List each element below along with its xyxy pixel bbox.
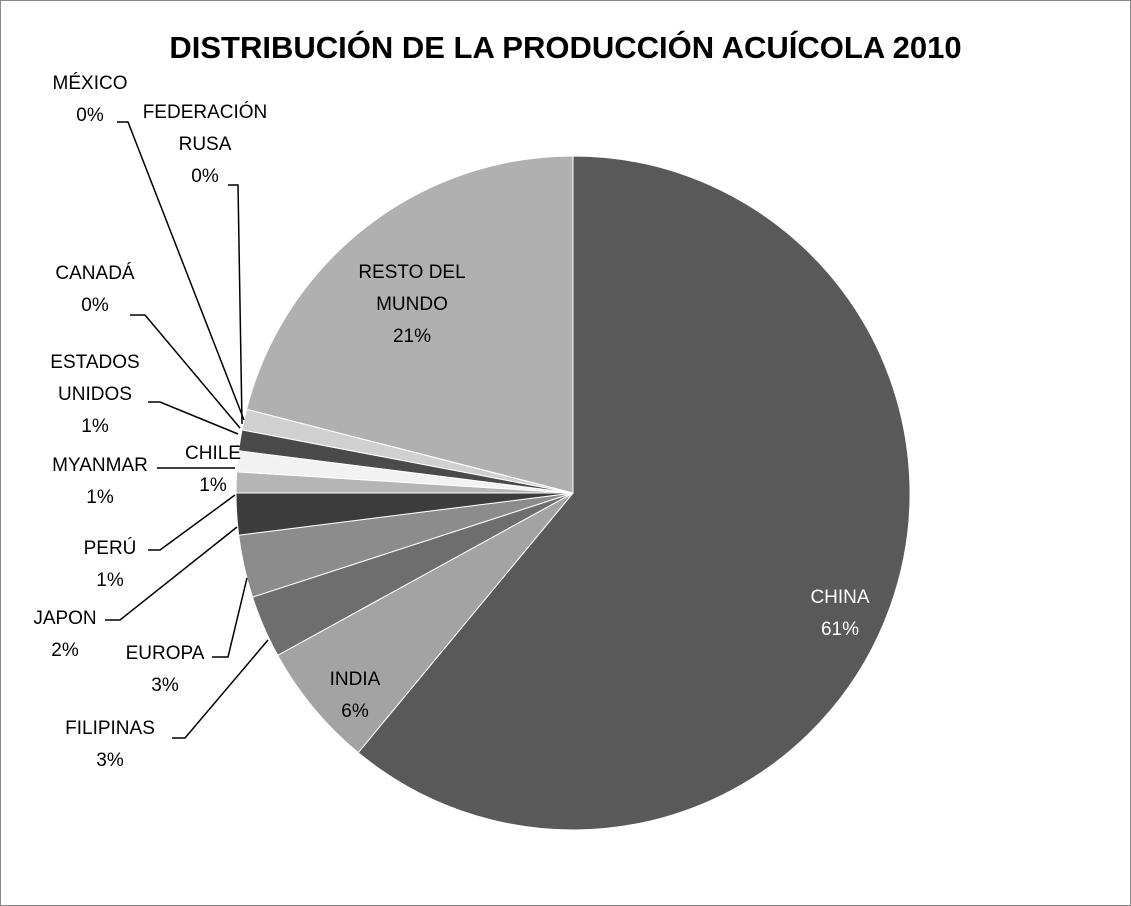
pie-slice (245, 155, 574, 494)
pie-slice (357, 155, 911, 831)
category-label: PERÚ (83, 538, 137, 559)
value-label: 1% (96, 570, 124, 591)
value-label: 1% (86, 487, 114, 508)
category-label: CHINA (810, 587, 870, 608)
slice-label: CHILE 1% (173, 438, 253, 502)
category-label: FILIPINAS (65, 718, 155, 739)
chart-title: DISTRIBUCIÓN DE LA PRODUCCIÓN ACUÍCOLA 2… (169, 30, 962, 65)
category-label: ESTADOS UNIDOS (50, 352, 140, 405)
leader-line (172, 639, 269, 739)
slice-label: EUROPA 3% (105, 638, 225, 702)
pie-slice (277, 492, 574, 754)
leader-line (130, 314, 241, 429)
leader-line (117, 121, 245, 421)
category-label: CHILE (185, 443, 241, 464)
value-label: 0% (81, 295, 109, 316)
category-label: MÉXICO (52, 73, 128, 94)
leader-line (228, 184, 243, 425)
value-label: 6% (341, 701, 369, 722)
category-label: EUROPA (125, 643, 205, 664)
value-label: 0% (191, 166, 219, 187)
slice-label: PERÚ 1% (60, 533, 160, 597)
value-label: 2% (51, 640, 79, 661)
slice-label: CANADÁ 0% (45, 258, 145, 322)
value-label: 3% (151, 675, 179, 696)
value-label: 21% (392, 326, 432, 347)
leader-line (148, 494, 236, 551)
category-label: FEDERACIÓN RUSA (142, 102, 268, 155)
value-label: 1% (199, 475, 227, 496)
category-label: RESTO DEL MUNDO (358, 262, 466, 315)
leader-line (105, 526, 238, 621)
slice-label: ESTADOS UNIDOS 1% (45, 347, 145, 443)
value-label: 61% (820, 619, 860, 640)
category-label: MYANMAR (52, 455, 148, 476)
slice-label: INDIA 6% (305, 664, 405, 728)
slice-label: JAPON 2% (15, 603, 115, 667)
category-label: CANADÁ (55, 263, 135, 284)
slice-label: FILIPINAS 3% (40, 713, 180, 777)
slice-label: RESTO DEL MUNDO 21% (352, 257, 472, 353)
slice-label: FEDERACIÓN RUSA 0% (135, 97, 275, 193)
value-label: 3% (96, 750, 124, 771)
value-label: 1% (81, 416, 109, 437)
category-label: JAPON (33, 608, 97, 629)
category-label: INDIA (329, 669, 381, 690)
leader-line (148, 401, 239, 435)
slice-label: CHINA 61% (780, 582, 900, 646)
value-label: 0% (76, 105, 104, 126)
slice-label: MÉXICO 0% (35, 68, 145, 132)
slice-label: MYANMAR 1% (40, 450, 160, 514)
leader-line (212, 577, 248, 658)
